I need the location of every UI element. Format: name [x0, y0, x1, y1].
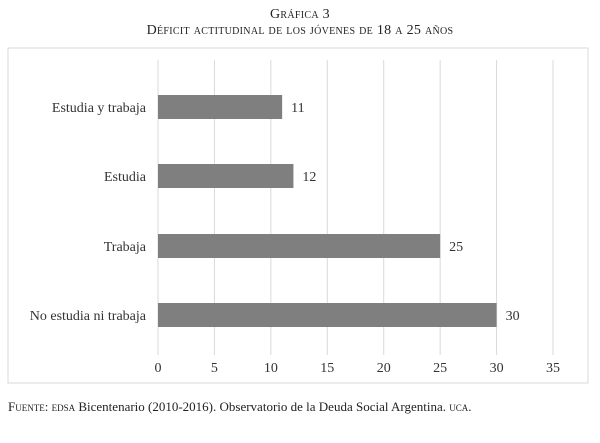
- source-org: edsa: [51, 399, 76, 414]
- bar: [158, 303, 497, 327]
- bar: [158, 234, 441, 258]
- bar: [158, 95, 283, 119]
- category-label: Trabaja: [104, 240, 147, 255]
- x-tick-label: 5: [211, 361, 218, 376]
- data-label: 11: [291, 101, 304, 116]
- data-label: 12: [302, 170, 316, 185]
- x-tick-label: 25: [433, 361, 447, 376]
- data-label: 25: [449, 240, 463, 255]
- source-label: Fuente:: [8, 399, 49, 414]
- source-text: Bicentenario (2010-2016). Observatorio d…: [75, 399, 446, 414]
- category-label: Estudia: [104, 170, 147, 185]
- source-note: Fuente: edsa Bicentenario (2010-2016). O…: [8, 398, 588, 416]
- data-label: 30: [506, 309, 520, 324]
- source-org-2: uca.: [449, 399, 472, 414]
- x-tick-label: 20: [377, 361, 391, 376]
- x-tick-label: 35: [546, 361, 560, 376]
- x-tick-label: 10: [264, 361, 278, 376]
- x-tick-label: 0: [155, 361, 162, 376]
- chart-subtitle: Déficit actitudinal de los jóvenes de 18…: [146, 23, 454, 38]
- chart-title: Gráfica 3: [270, 7, 330, 22]
- category-label: No estudia ni trabaja: [30, 309, 147, 324]
- chart-frame: [7, 47, 589, 384]
- bar: [158, 164, 294, 188]
- x-tick-label: 30: [490, 361, 504, 376]
- x-tick-label: 15: [320, 361, 334, 376]
- category-label: Estudia y trabaja: [52, 101, 147, 116]
